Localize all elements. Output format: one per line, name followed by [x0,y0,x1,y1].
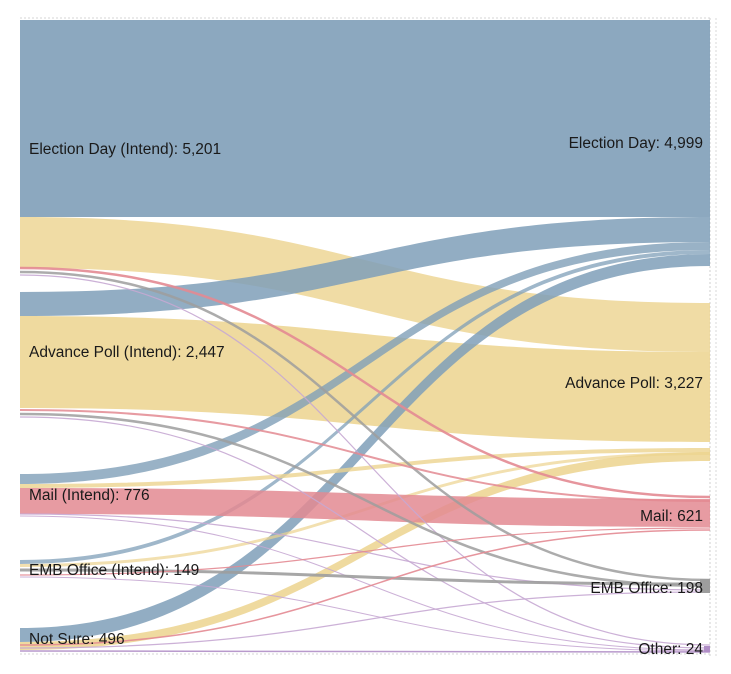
flow-election-day-to-other [19,274,711,646]
flow-advance-poll-to-emb-office [19,412,711,588]
label-election-day: Election Day: 4,999 [569,135,703,152]
node-emb-office-bar [700,579,710,593]
label-emb-office: EMB Office: 198 [590,580,703,597]
flow-advance-poll-to-mail [19,409,711,502]
nodes [700,579,710,652]
label-advance-poll: Advance Poll: 3,227 [565,375,703,392]
flow-emb-office-to-emb-office [19,568,711,586]
flow-mail-to-election-day [20,242,710,484]
labels: Election Day (Intend): 5,201 Advance Pol… [29,135,703,658]
flow-mail-to-advance-poll [20,448,710,488]
flow-emb-office-to-other [19,576,711,652]
flow-not-sure-to-other [19,650,711,653]
flow-election-day-to-election-day [20,20,710,217]
label-mail-intend: Mail (Intend): 776 [29,487,150,504]
flow-advance-poll-to-advance-poll [20,316,710,442]
label-election-day-intend: Election Day (Intend): 5,201 [29,141,221,158]
label-not-sure: Not Sure: 496 [29,631,125,648]
node-other-bar [704,646,710,652]
label-mail: Mail: 621 [640,508,703,525]
flows [19,20,711,653]
flow-not-sure-to-mail [19,529,711,646]
flow-election-day-to-mail [19,266,711,499]
label-emb-office-intend: EMB Office (Intend): 149 [29,562,199,579]
label-advance-poll-intend: Advance Poll (Intend): 2,447 [29,344,225,361]
frame [20,17,717,656]
flow-mail-to-mail [20,488,710,527]
flow-not-sure-to-election-day [20,254,710,642]
flow-election-day-to-emb-office [19,270,711,582]
flow-mail-to-other [19,515,711,651]
label-other: Other: 24 [638,641,703,658]
flow-emb-office-to-mail [19,527,711,576]
flow-not-sure-to-emb-office [19,591,711,649]
flow-advance-poll-to-other [19,416,711,649]
flow-emb-office-to-election-day [20,250,710,564]
flow-election-day-to-advance-poll [20,217,710,352]
